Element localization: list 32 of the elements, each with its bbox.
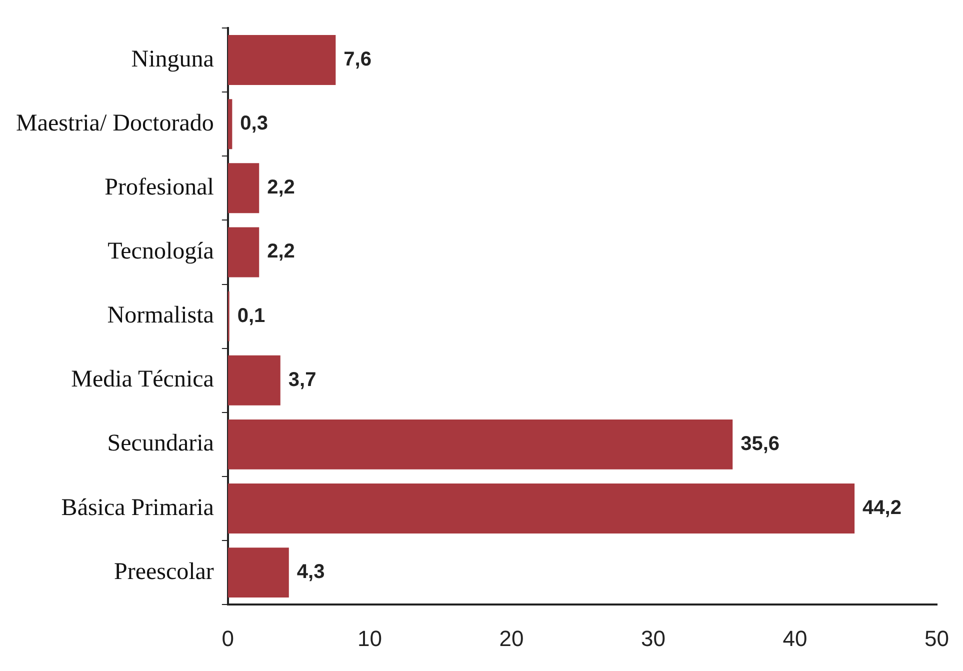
data-label: 44,2 — [862, 497, 902, 520]
y-tick-label: Media Técnica — [71, 366, 214, 393]
bar — [228, 163, 260, 214]
data-label: 4,3 — [296, 561, 325, 584]
data-label: 2,2 — [267, 240, 295, 263]
data-label: 7,6 — [344, 48, 372, 71]
data-label: 0,3 — [240, 112, 268, 135]
y-tick-label: Preescolar — [114, 558, 214, 585]
y-tick-label: Tecnología — [108, 238, 214, 265]
y-tick-label: Profesional — [104, 174, 214, 200]
bar — [228, 484, 855, 534]
y-tick-label: Normalista — [107, 302, 214, 329]
x-tick-label: 20 — [499, 626, 524, 651]
y-tick-label: Maestria/ Doctorado — [16, 110, 214, 136]
data-label: 0,1 — [237, 304, 266, 327]
data-label: 35,6 — [740, 432, 780, 455]
bar — [228, 227, 260, 278]
bar — [228, 99, 232, 150]
x-tick-label: 0 — [222, 626, 234, 651]
x-tick-label: 50 — [924, 626, 950, 651]
y-tick-label: Ninguna — [131, 46, 214, 72]
bar — [228, 35, 336, 86]
y-tick-label: Secundaria — [107, 430, 214, 457]
bar — [228, 355, 280, 406]
bar — [228, 419, 733, 470]
x-tick-label: 10 — [357, 626, 382, 651]
x-tick-label: 40 — [782, 626, 808, 651]
bar — [228, 548, 289, 598]
x-tick-label: 30 — [640, 626, 666, 651]
y-tick-label: Básica Primaria — [61, 494, 214, 521]
data-label: 3,7 — [288, 368, 316, 391]
data-label: 2,2 — [267, 176, 295, 199]
